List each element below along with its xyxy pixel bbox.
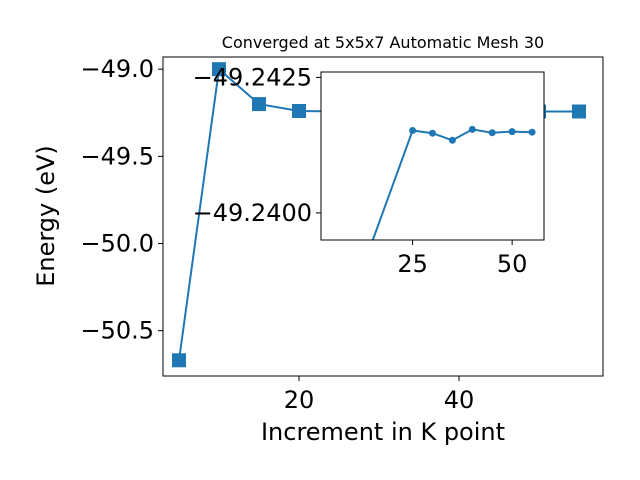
inset-data-point xyxy=(508,128,516,136)
main-data-point xyxy=(212,62,226,77)
x-axis-label: Increment in K point xyxy=(261,418,505,446)
main-y-tick-label: −49.0 xyxy=(80,55,154,83)
main-plot-frame xyxy=(162,56,604,377)
inset-data-point xyxy=(448,136,456,144)
inset-x-tick-label: 25 xyxy=(397,250,428,278)
inset-x-tick-label: 50 xyxy=(497,250,528,278)
main-y-tick-label: −49.5 xyxy=(80,142,154,170)
inset-data-point xyxy=(488,129,496,137)
inset-data-point xyxy=(468,125,476,133)
main-data-point xyxy=(572,104,586,119)
inset-data-point xyxy=(429,129,436,137)
inset-data-point xyxy=(409,127,417,134)
y-axis-label: Energy (eV) xyxy=(32,145,60,287)
main-x-tick-label: 40 xyxy=(444,386,475,414)
main-y-tick-label: −50.0 xyxy=(80,230,154,258)
main-data-point xyxy=(292,104,306,118)
inset-y-tick-label: −49.2425 xyxy=(193,63,312,91)
inset-plot: 25 50 −49.2425 −49.2400 xyxy=(193,63,545,278)
inset-background xyxy=(321,72,544,240)
inset-plot-frame xyxy=(320,71,545,241)
main-data-point xyxy=(252,97,266,112)
chart-title: Converged at 5x5x7 Automatic Mesh 30 xyxy=(222,33,544,52)
inset-y-tick-label: −49.2400 xyxy=(193,199,312,227)
inset-data-point xyxy=(528,128,536,136)
main-y-tick-label: −50.5 xyxy=(80,317,154,345)
main-x-tick-label: 20 xyxy=(284,386,315,414)
main-data-point xyxy=(172,353,186,368)
